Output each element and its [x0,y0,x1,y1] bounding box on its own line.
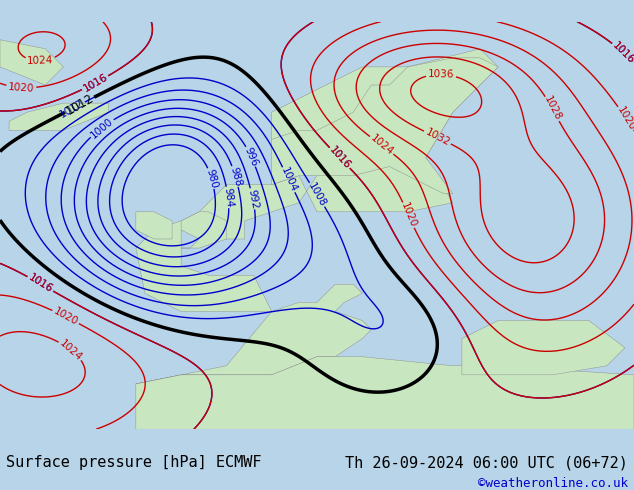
Text: 1012: 1012 [58,98,86,120]
Text: 1016: 1016 [81,72,109,94]
Text: Th 26-09-2024 06:00 UTC (06+72): Th 26-09-2024 06:00 UTC (06+72) [345,455,628,470]
Text: 1016: 1016 [27,272,54,295]
Text: 1036: 1036 [428,69,455,80]
Text: 1028: 1028 [542,95,563,123]
Text: 980: 980 [204,168,219,189]
Polygon shape [272,58,498,194]
Text: 1016: 1016 [611,40,634,66]
Text: 1016: 1016 [327,145,353,171]
Text: 1008: 1008 [306,181,328,209]
Text: 992: 992 [246,188,259,210]
Text: 996: 996 [242,146,259,168]
Polygon shape [9,103,108,130]
Text: 1024: 1024 [58,338,84,363]
Text: 1000: 1000 [89,116,115,140]
Text: 1012: 1012 [63,92,96,118]
Text: 1020: 1020 [615,104,634,132]
Polygon shape [136,49,498,384]
Text: 1016: 1016 [81,72,109,94]
Text: 1016: 1016 [27,272,54,295]
Polygon shape [181,212,226,248]
Text: Surface pressure [hPa] ECMWF: Surface pressure [hPa] ECMWF [6,455,262,470]
Text: 1032: 1032 [424,127,451,148]
Text: 1024: 1024 [27,55,54,66]
Text: 988: 988 [228,166,243,187]
Text: 1020: 1020 [8,82,35,94]
Text: 1020: 1020 [52,306,80,327]
Text: 1024: 1024 [368,133,395,157]
Polygon shape [136,357,634,429]
Text: ©weatheronline.co.uk: ©weatheronline.co.uk [477,477,628,490]
Text: 984: 984 [222,187,234,208]
Polygon shape [0,40,63,85]
Text: 1020: 1020 [399,201,418,229]
Text: 1016: 1016 [611,40,634,66]
Text: 1004: 1004 [279,166,299,194]
Text: 1016: 1016 [327,145,353,171]
Polygon shape [136,212,172,239]
Polygon shape [462,320,625,375]
